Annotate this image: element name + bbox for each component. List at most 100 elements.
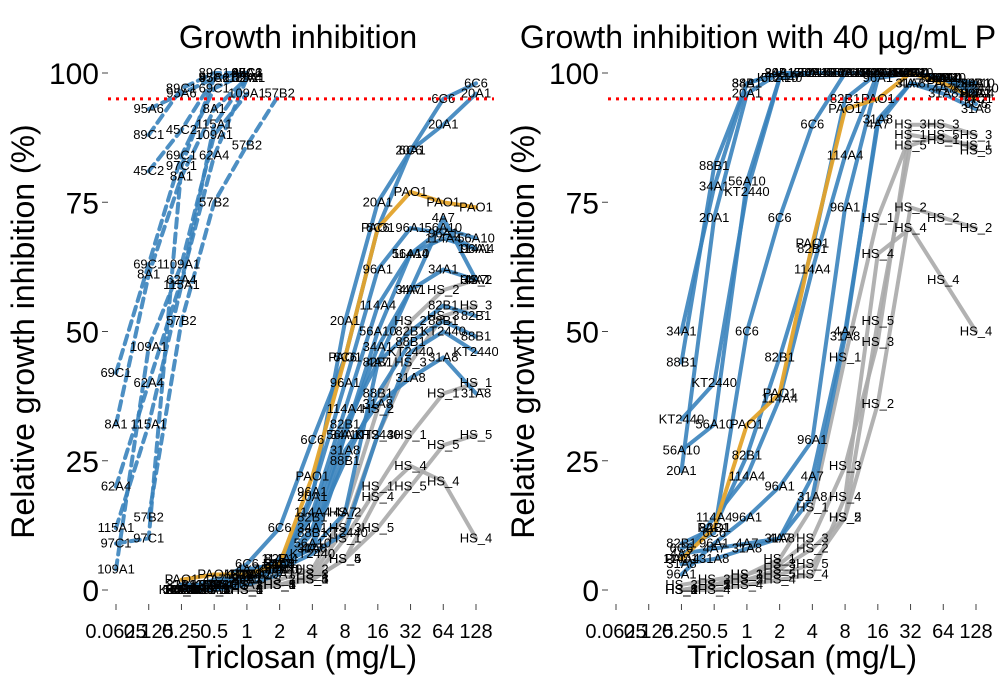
data-label-82b1: 82B1 [461,308,491,323]
data-label-hs-5: HS_5 [198,582,231,597]
data-label-114a4: 114A4 [663,551,700,566]
data-label-96a1: 96A1 [863,70,893,85]
data-label-31a8: 31A8 [166,577,196,592]
y-axis-label: Relative growth inhibition (%) [505,124,541,538]
data-label-hs-1: HS_1 [796,499,829,514]
data-label-56a10: 56A10 [957,75,995,90]
data-label-96a1: 96A1 [666,566,696,581]
data-label-hs-1: HS_1 [665,582,698,597]
data-label-96a1: 96A1 [428,225,458,240]
data-label-96a1: 96A1 [928,70,958,85]
data-label-114a4: 114A4 [696,510,733,525]
data-label-hs-3: HS_3 [198,582,231,597]
data-label-20a1: 20A1 [797,65,827,80]
data-label-hs-1: HS_1 [394,427,427,442]
data-label-115a1: 115A1 [130,417,167,432]
x-tick-label: 2 [274,621,285,643]
x-tick-label: 16 [867,621,889,643]
data-label-114a4: 114A4 [359,298,396,313]
data-label-96a1: 96A1 [264,561,294,576]
data-label-6c6: 6C6 [800,117,824,132]
data-label-31a8: 31A8 [895,75,925,90]
data-label-4a7: 4A7 [670,546,693,561]
data-label-6c6: 6C6 [899,65,923,80]
series-line-hs-4 [679,226,978,592]
data-label-hs-1: HS_1 [460,375,493,390]
data-label-114a4: 114A4 [827,148,864,163]
data-label-82b1: 82B1 [895,65,925,80]
data-label-4a7: 4A7 [399,282,422,297]
x-tick-label: 0.125 [624,621,674,643]
data-label-pao1: PAO1 [796,236,830,251]
data-label-109a1: 109A1 [163,256,201,271]
data-label-34a1: 34A1 [863,65,893,80]
data-label-kt2440: KT2440 [659,411,705,426]
data-label-4a7: 4A7 [735,535,758,550]
data-label-62a4: 62A4 [101,479,131,494]
data-label-34a1: 34A1 [264,556,294,571]
data-label-34a1: 34A1 [363,339,393,354]
data-label-hs-1: HS_1 [427,386,460,401]
data-label-hs-4: HS_4 [665,582,698,597]
y-tick-label: 0 [82,575,99,608]
data-label-56a10: 56A10 [195,582,233,597]
data-label-hs-3: HS_3 [427,308,460,323]
data-label-88b1: 88B1 [764,65,794,80]
data-label-hs-3: HS_3 [665,577,698,592]
data-label-hs-4: HS_4 [231,582,264,597]
data-label-96a1: 96A1 [199,582,229,597]
data-label-88b1: 88B1 [428,313,458,328]
data-label-109a1: 109A1 [130,339,168,354]
data-label-kt2440: KT2440 [757,70,803,85]
data-label-114a4: 114A4 [892,65,929,80]
data-label-97c1: 97C1 [231,65,262,80]
data-label-31a8: 31A8 [461,386,491,401]
data-label-114a4: 114A4 [261,551,298,566]
data-label-31a8: 31A8 [199,577,229,592]
data-label-hs-2: HS_2 [231,577,264,592]
data-label-kt2440: KT2440 [322,525,368,540]
data-label-56a10: 56A10 [261,561,299,576]
data-label-56a10: 56A10 [392,246,430,261]
data-label-hs-3: HS_3 [960,127,993,142]
data-label-hs-4: HS_4 [960,324,993,339]
data-label-6c6: 6C6 [702,525,726,540]
data-label-hs-5: HS_5 [362,520,395,535]
data-label-6c6: 6C6 [866,65,890,80]
data-label-96a1: 96A1 [330,375,360,390]
data-label-82b1: 82B1 [928,70,958,85]
data-label-hs-1: HS_1 [960,137,993,152]
data-label-69c1: 69C1 [231,65,262,80]
data-label-82b1: 82B1 [830,91,860,106]
data-label-96a1: 96A1 [764,479,794,494]
data-label-34a1: 34A1 [666,324,696,339]
data-label-pao1: PAO1 [230,566,264,581]
data-label-pao1: PAO1 [763,386,797,401]
data-label-kt2440: KT2440 [953,81,999,96]
data-label-34a1: 34A1 [232,572,262,587]
data-label-20a1: 20A1 [928,70,958,85]
data-label-82b1: 82B1 [666,535,696,550]
data-label-45c2: 45C2 [133,163,164,178]
y-tick-label: 75 [566,187,599,220]
series-line-88b1 [179,319,478,592]
x-tick-label: 0.0625 [585,621,646,643]
data-label-hs-5: HS_5 [763,566,796,581]
data-label-97c1: 97C1 [199,70,230,85]
chart-panel-growth-inhibition: Growth inhibition Relative growth inhibit… [5,19,498,675]
data-label-hs-5: HS_5 [329,551,362,566]
data-label-hs-5: HS_5 [960,143,993,158]
data-label-34a1: 34A1 [895,65,925,80]
data-label-56a10: 56A10 [892,65,930,80]
data-label-31a8: 31A8 [863,112,893,127]
data-label-62a4: 62A4 [166,272,196,287]
chart-title: Growth inhibition with 40 µg/mL P [520,19,996,55]
data-label-20a1: 20A1 [297,489,327,504]
series-line-kt2440 [179,329,478,592]
data-label-56a10: 56A10 [424,220,462,235]
data-label-6c6: 6C6 [170,582,194,597]
data-label-20a1: 20A1 [330,313,360,328]
data-label-82b1: 82B1 [395,324,425,339]
data-label-20a1: 20A1 [830,65,860,80]
